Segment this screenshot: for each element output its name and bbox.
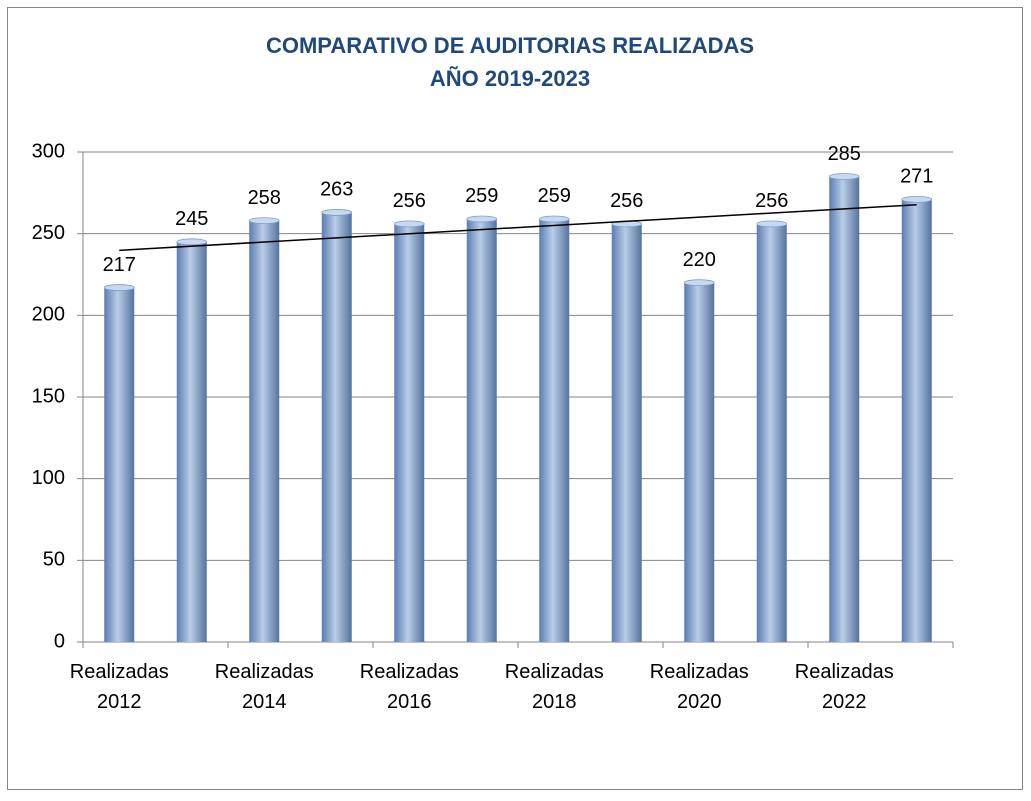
- bar-top: [103, 284, 135, 291]
- trendline: [119, 204, 917, 252]
- bar: [249, 220, 280, 642]
- x-tick-label: Realizadas 2020: [649, 661, 749, 713]
- value-label: 217: [103, 254, 136, 276]
- y-tick-label: 300: [32, 140, 65, 162]
- x-tick-label: Realizadas 2018: [504, 661, 604, 713]
- bar-top: [828, 173, 860, 180]
- bar-top: [393, 220, 425, 228]
- bar-top: [248, 217, 280, 225]
- value-label: 256: [755, 190, 788, 212]
- value-label: 256: [610, 190, 643, 212]
- value-label: 258: [248, 187, 281, 209]
- y-tick-label: 50: [43, 549, 65, 571]
- bar: [756, 223, 787, 642]
- bar: [104, 287, 135, 642]
- chart-subtitle: AÑO 2019-2023: [430, 66, 590, 91]
- bar-top: [683, 279, 715, 287]
- bar-top: [756, 220, 788, 228]
- x-tick-label: Realizadas 2016: [359, 661, 459, 713]
- value-label: 259: [538, 185, 571, 207]
- y-tick-label: 100: [32, 467, 65, 489]
- chart-title: COMPARATIVO DE AUDITORIAS REALIZADAS: [266, 33, 754, 58]
- bar-top: [538, 215, 570, 223]
- value-label: 263: [320, 179, 353, 201]
- x-tick-label: Realizadas 2012: [69, 661, 169, 713]
- value-label: 220: [683, 249, 716, 271]
- bar: [466, 218, 497, 642]
- bar-top: [321, 209, 353, 216]
- y-tick-label: 250: [32, 222, 65, 244]
- y-tick-label: 0: [54, 630, 65, 652]
- y-tick-label: 200: [32, 304, 65, 326]
- bar-top: [901, 195, 933, 203]
- value-label: 245: [175, 208, 208, 230]
- value-label: 271: [900, 166, 933, 188]
- bar: [539, 218, 570, 642]
- bar: [829, 176, 860, 642]
- bar: [176, 241, 207, 643]
- bar: [321, 212, 352, 642]
- bar: [611, 223, 642, 642]
- x-tick-label: Realizadas 2022: [794, 661, 894, 713]
- bar: [684, 282, 715, 642]
- value-label: 285: [828, 143, 861, 165]
- bar: [901, 199, 932, 642]
- value-label: 256: [393, 190, 426, 212]
- bar: [394, 223, 425, 642]
- bar-top: [176, 238, 208, 246]
- value-label: 259: [465, 185, 498, 207]
- y-tick-label: 150: [32, 385, 65, 407]
- x-tick-label: Realizadas 2014: [214, 661, 314, 713]
- bar-top: [466, 215, 498, 223]
